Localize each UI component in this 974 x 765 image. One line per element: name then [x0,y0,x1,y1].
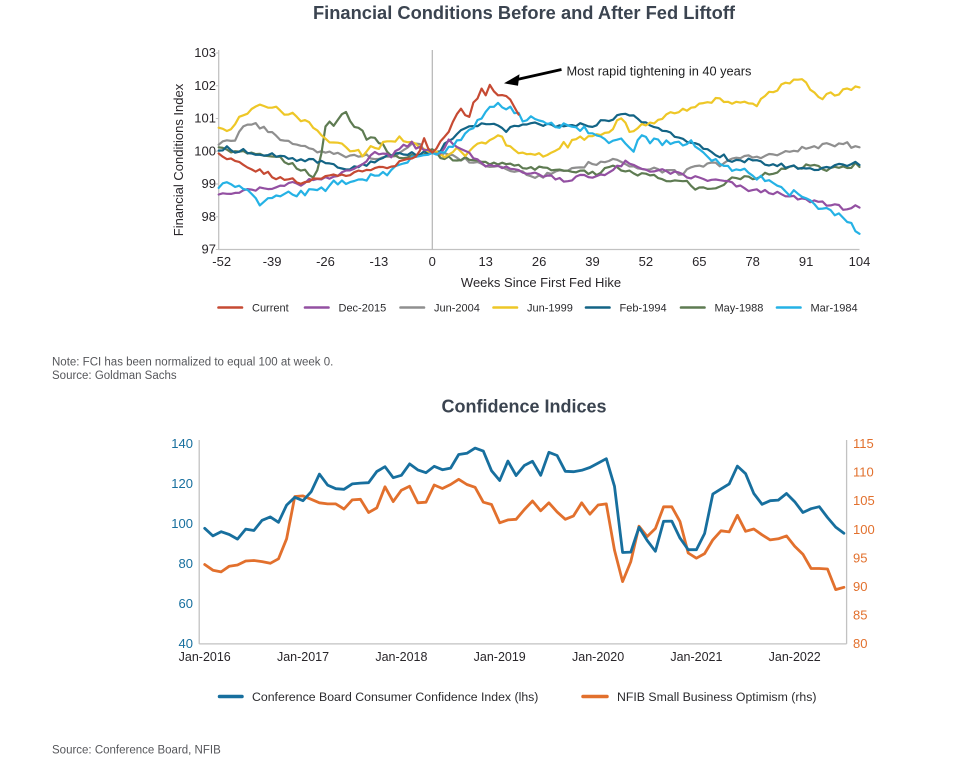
svg-text:52: 52 [639,254,653,269]
svg-text:80: 80 [179,556,193,571]
svg-text:Jan-2019: Jan-2019 [474,650,526,664]
svg-text:120: 120 [171,476,193,491]
svg-text:Jan-2022: Jan-2022 [769,650,821,664]
svg-text:Source: Goldman Sachs: Source: Goldman Sachs [52,370,177,382]
svg-text:102: 102 [194,78,216,93]
svg-text:Most rapid tightening in 40 ye: Most rapid tightening in 40 years [567,64,752,79]
svg-text:Conference Board Consumer Conf: Conference Board Consumer Confidence Ind… [252,690,538,704]
svg-text:100: 100 [853,522,875,537]
svg-text:Jan-2018: Jan-2018 [375,650,427,664]
svg-text:40: 40 [179,636,193,651]
svg-text:Jan-2021: Jan-2021 [670,650,722,664]
svg-text:105: 105 [853,493,875,508]
svg-text:Current: Current [252,303,289,315]
svg-text:60: 60 [179,596,193,611]
svg-text:100: 100 [171,516,193,531]
svg-text:Dec-2015: Dec-2015 [339,303,387,315]
svg-text:NFIB Small Business Optimism (: NFIB Small Business Optimism (rhs) [617,690,817,704]
svg-text:78: 78 [745,254,759,269]
svg-text:May-1988: May-1988 [715,303,764,315]
svg-text:-26: -26 [316,254,335,269]
svg-text:80: 80 [853,636,867,651]
svg-text:-52: -52 [212,254,231,269]
svg-text:26: 26 [532,254,546,269]
svg-text:Jun-2004: Jun-2004 [434,303,480,315]
svg-text:Source: Conference Board, NFIB: Source: Conference Board, NFIB [52,745,221,757]
svg-text:Jan-2020: Jan-2020 [572,650,624,664]
svg-text:103: 103 [194,45,216,60]
svg-text:0: 0 [429,254,436,269]
svg-text:65: 65 [692,254,706,269]
svg-text:100: 100 [194,143,216,158]
svg-text:-13: -13 [370,254,389,269]
svg-text:99: 99 [202,176,216,191]
svg-text:110: 110 [853,465,874,480]
svg-text:Feb-1994: Feb-1994 [620,303,667,315]
svg-text:140: 140 [171,436,193,451]
svg-text:Weeks Since First Fed Hike: Weeks Since First Fed Hike [461,275,621,290]
svg-text:Confidence Indices: Confidence Indices [442,396,607,416]
svg-text:13: 13 [478,254,492,269]
svg-text:97: 97 [202,242,216,257]
svg-text:104: 104 [849,254,871,269]
svg-text:98: 98 [202,209,216,224]
svg-text:95: 95 [853,550,867,565]
svg-text:Financial Conditions Before an: Financial Conditions Before and After Fe… [313,3,736,23]
svg-text:Jan-2016: Jan-2016 [179,650,231,664]
svg-text:-39: -39 [263,254,282,269]
svg-text:91: 91 [799,254,813,269]
svg-text:90: 90 [853,579,867,594]
svg-text:115: 115 [853,436,874,451]
svg-text:Jan-2017: Jan-2017 [277,650,329,664]
svg-text:101: 101 [194,111,216,126]
svg-text:39: 39 [585,254,599,269]
svg-text:Note: FCI has been normalized: Note: FCI has been normalized to equal 1… [52,357,333,369]
svg-text:Financial Conditions Index: Financial Conditions Index [171,83,186,236]
svg-text:85: 85 [853,608,867,623]
svg-text:Jun-1999: Jun-1999 [527,303,573,315]
svg-text:Mar-1984: Mar-1984 [811,303,858,315]
